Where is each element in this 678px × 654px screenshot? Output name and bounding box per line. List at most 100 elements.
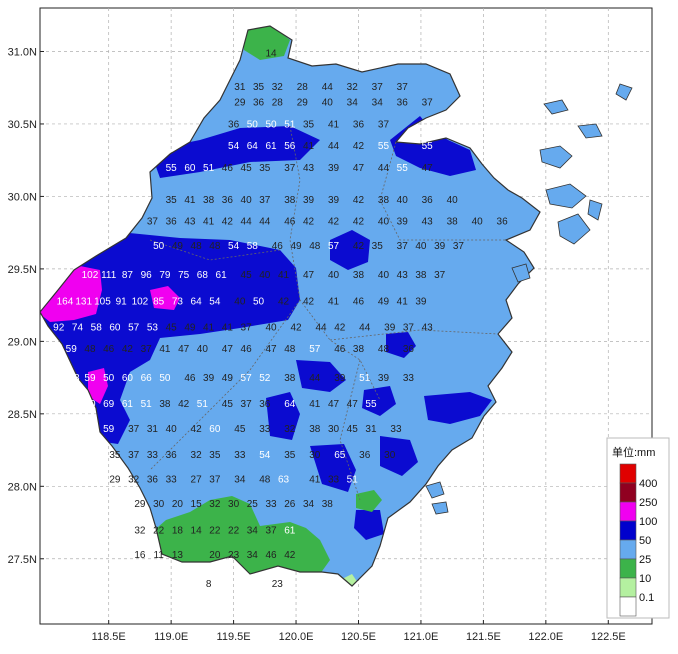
station-value: 35 <box>209 450 221 461</box>
legend-swatch <box>619 482 637 503</box>
station-value: 33 <box>166 475 178 486</box>
station-value: 29 <box>134 499 146 510</box>
station-value: 43 <box>422 322 434 333</box>
station-value: 49 <box>378 296 390 307</box>
station-value: 61 <box>216 270 228 281</box>
station-value: 35 <box>253 82 265 93</box>
station-value: 96 <box>141 270 153 281</box>
station-value: 59 <box>66 344 78 355</box>
station-value: 42 <box>353 195 365 206</box>
station-value: 55 <box>378 141 390 152</box>
lon-tick-label: 120.0E <box>279 631 314 643</box>
station-value: 48 <box>378 344 390 355</box>
station-value: 108 <box>63 373 80 384</box>
lon-tick-label: 119.5E <box>217 631 251 643</box>
station-value: 47 <box>178 344 190 355</box>
station-value: 46 <box>184 373 196 384</box>
legend-label: 0.1 <box>639 592 654 604</box>
station-value: 50 <box>153 241 165 252</box>
station-value: 42 <box>353 241 365 252</box>
station-value: 73 <box>172 296 184 307</box>
station-value: 57 <box>309 344 321 355</box>
station-value: 59 <box>103 424 115 435</box>
band-50-centre <box>330 230 370 270</box>
station-value: 34 <box>372 98 384 109</box>
station-value: 51 <box>141 399 153 410</box>
legend-label: 25 <box>639 554 651 566</box>
station-value: 56 <box>284 141 296 152</box>
station-value: 40 <box>472 217 484 228</box>
band-50-south-a <box>296 360 346 392</box>
lat-tick-label: 27.5N <box>8 554 37 566</box>
station-value: 57 <box>328 241 340 252</box>
station-value: 30 <box>384 450 396 461</box>
lat-tick-label: 28.0N <box>8 481 37 493</box>
station-value: 36 <box>166 450 178 461</box>
station-value: 36 <box>353 119 365 130</box>
legend-label: 250 <box>639 497 657 509</box>
station-value: 33 <box>390 424 402 435</box>
station-value: 45 <box>222 399 234 410</box>
station-value: 46 <box>265 550 277 561</box>
station-value: 34 <box>303 499 315 510</box>
station-value: 13 <box>172 550 184 561</box>
station-value: 45 <box>347 424 359 435</box>
station-value: 34 <box>347 98 359 109</box>
station-value: 39 <box>328 163 340 174</box>
station-value: 37 <box>241 322 253 333</box>
station-value: 46 <box>353 296 365 307</box>
station-value: 42 <box>178 399 190 410</box>
station-value: 20 <box>209 550 221 561</box>
station-value: 42 <box>353 141 365 152</box>
legend-swatch <box>619 577 637 598</box>
station-value: 44 <box>322 82 334 93</box>
station-value: 54 <box>228 141 240 152</box>
band-50-south-d <box>310 444 356 492</box>
station-value: 33 <box>259 424 271 435</box>
station-value: 46 <box>103 344 115 355</box>
legend-swatch <box>619 558 637 579</box>
station-value: 39 <box>334 373 346 384</box>
station-value: 27 <box>191 475 203 486</box>
station-value: 37 <box>434 270 446 281</box>
station-value: 37 <box>403 322 415 333</box>
station-value: 40 <box>378 217 390 228</box>
station-value: 31 <box>147 424 159 435</box>
station-value: 102 <box>132 296 149 307</box>
station-value: 37 <box>241 399 253 410</box>
station-value: 57 <box>241 373 253 384</box>
band-100-southwest <box>88 368 108 404</box>
lon-tick-label: 120.5E <box>341 631 376 643</box>
station-value: 22 <box>153 525 165 536</box>
station-value: 46 <box>284 217 296 228</box>
station-value: 37 <box>422 98 434 109</box>
station-value: 37 <box>378 119 390 130</box>
station-value: 38 <box>309 424 321 435</box>
legend: 单位:mm 400 250 100 50 25 10 0.1 <box>606 437 670 619</box>
station-value: 30 <box>328 424 340 435</box>
station-value: 41 <box>278 270 290 281</box>
station-value: 61 <box>284 525 296 536</box>
station-value: 111 <box>101 270 117 281</box>
station-value: 49 <box>222 373 234 384</box>
station-value: 22 <box>209 525 221 536</box>
station-value: 47 <box>422 163 434 174</box>
station-value: 40 <box>447 195 459 206</box>
lon-tick-label: 119.0E <box>154 631 188 643</box>
legend-label: 10 <box>639 573 651 585</box>
station-value: 37 <box>397 82 409 93</box>
station-value: 54 <box>209 296 221 307</box>
station-value: 33 <box>265 499 277 510</box>
station-value: 42 <box>334 322 346 333</box>
station-value: 40 <box>397 195 409 206</box>
city-borders <box>149 125 506 501</box>
legend-swatch <box>619 520 637 541</box>
station-value: 47 <box>303 270 315 281</box>
station-value: 39 <box>434 241 446 252</box>
station-value: 79 <box>159 270 171 281</box>
station-value: 38 <box>203 195 215 206</box>
station-value: 48 <box>209 241 221 252</box>
station-value: 34 <box>247 525 259 536</box>
legend-swatch <box>619 539 637 560</box>
station-value: 36 <box>397 98 409 109</box>
